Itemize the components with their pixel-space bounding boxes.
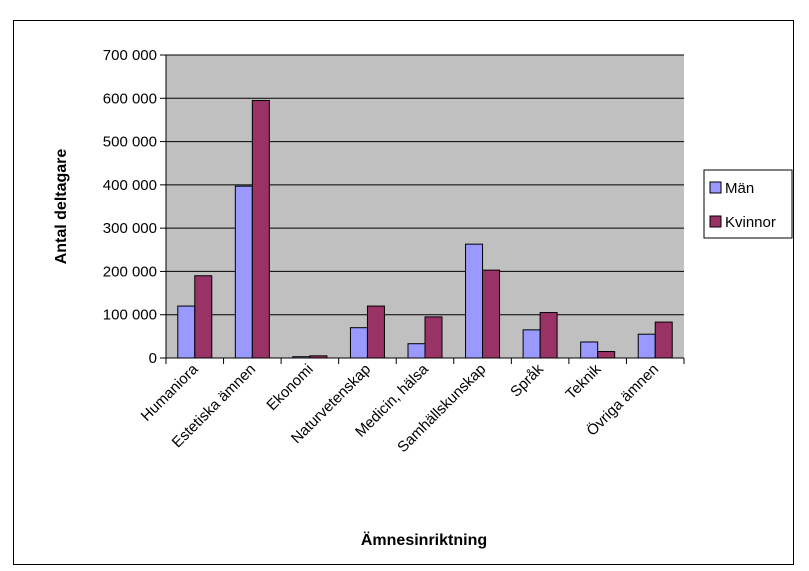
chart-frame: [13, 20, 794, 565]
y-tick-label: 500 000: [103, 134, 157, 151]
y-tick-labels: 0 100 000 200 000 300 000 400 000 500 000 600 …: [103, 47, 157, 367]
bar-man: [637, 333, 656, 359]
legend-swatch: [709, 181, 722, 194]
x-tick-label: Språk: [507, 360, 547, 400]
y-tick-label: 0: [149, 350, 157, 367]
legend-label: Kvinnor: [725, 214, 776, 231]
legend-label: Män: [725, 180, 754, 197]
y-tick-label: 700 000: [103, 47, 157, 64]
x-tick-label: Ekonomi: [263, 361, 316, 414]
bar-man: [349, 327, 368, 359]
bar-kvinnor: [194, 275, 213, 359]
bar-kvinnor: [597, 351, 616, 359]
y-axis-title: Antal deltagare: [53, 149, 70, 265]
y-tick-label: 600 000: [103, 90, 157, 107]
bar-kvinnor: [251, 99, 270, 359]
y-tick-label: 200 000: [103, 263, 157, 280]
y-tick-label: 300 000: [103, 220, 157, 237]
y-tick-label: 400 000: [103, 177, 157, 194]
bar-kvinnor: [424, 316, 443, 359]
legend-swatch: [709, 215, 722, 228]
bars: [177, 99, 673, 359]
bar-man: [234, 185, 253, 359]
bar-man: [522, 329, 541, 359]
bar-kvinnor: [654, 321, 673, 359]
x-axis-title: Ämnesinriktning: [361, 531, 487, 549]
axes: [160, 54, 685, 364]
legend: Män Kvinnor: [703, 169, 793, 239]
y-tick-label: 100 000: [103, 307, 157, 324]
bar-kvinnor: [482, 269, 501, 359]
x-tick-label: Teknik: [562, 360, 604, 402]
bar-man: [177, 305, 196, 359]
bar-kvinnor: [539, 312, 558, 359]
bar-man: [465, 243, 484, 359]
bar-man: [407, 343, 426, 359]
bar-kvinnor: [366, 305, 385, 359]
bar-man: [580, 341, 599, 359]
